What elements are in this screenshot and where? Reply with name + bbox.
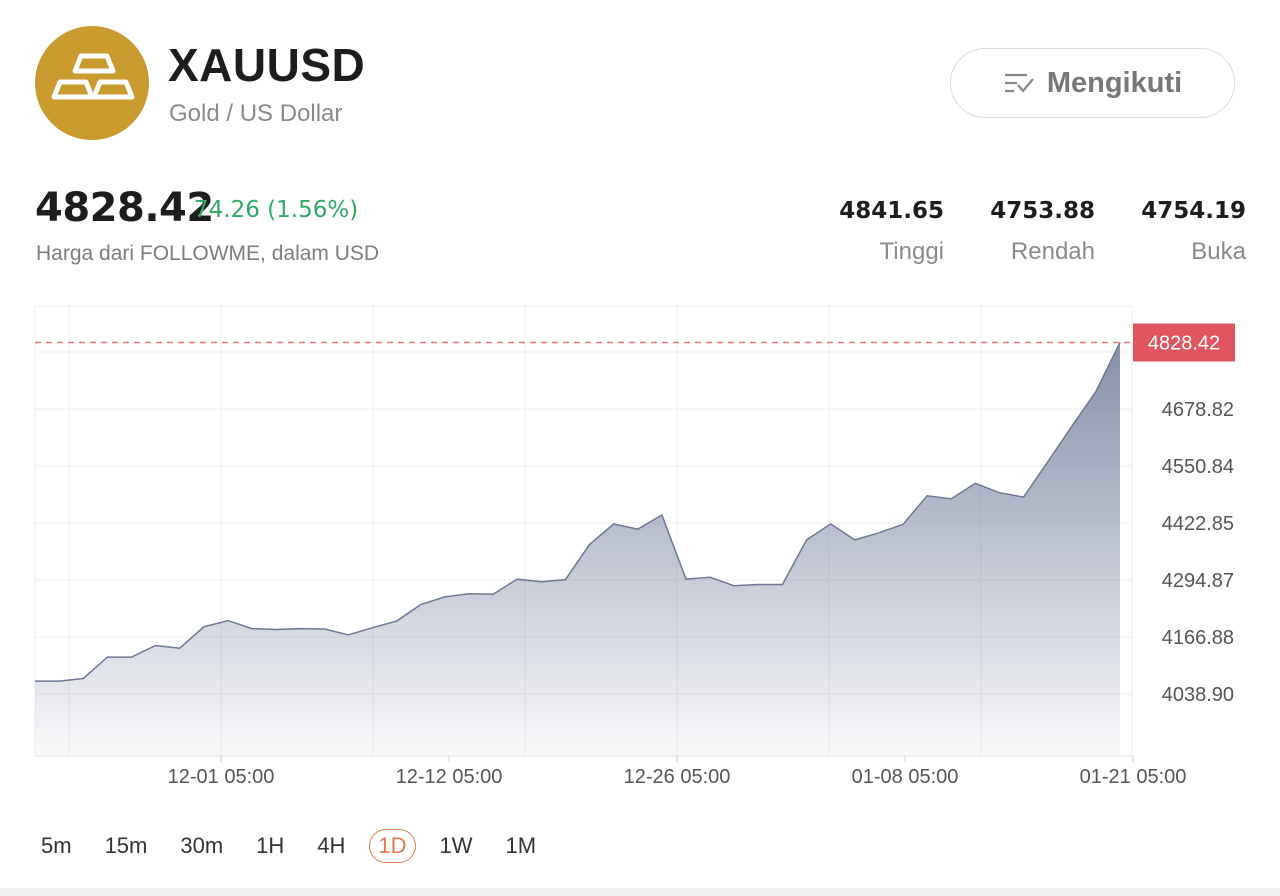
timeframe-4h[interactable]: 4H xyxy=(317,833,346,858)
stat-high-label: Tinggi xyxy=(879,238,944,265)
y-tick-label: 4038.90 xyxy=(1162,684,1234,706)
stat-low: 4753.88 Rendah xyxy=(990,198,1095,266)
stat-open: 4754.19 Buka xyxy=(1141,198,1246,266)
stat-high: 4841.65 Tinggi xyxy=(839,198,944,266)
price-change: 74.26 (1.56%) xyxy=(194,197,359,223)
x-tick-label: 01-21 05:00 xyxy=(1080,766,1187,788)
instrument-symbol: XAUUSD xyxy=(168,39,366,91)
timeframe-5m[interactable]: 5m xyxy=(41,833,72,858)
current-price: 4828.42 xyxy=(35,185,214,231)
last-price-badge xyxy=(1133,323,1235,362)
series-line xyxy=(35,342,1121,682)
timeframe-1m[interactable]: 1M xyxy=(505,833,537,858)
stat-high-value: 4841.65 xyxy=(839,198,944,224)
gold-logo xyxy=(35,26,149,140)
y-tick-label: 4294.87 xyxy=(1162,570,1234,592)
gold-bars-icon xyxy=(51,53,135,100)
bottom-bar xyxy=(0,888,1280,896)
timeframe-selector: 5m 15m 30m 1H 4H 1D 1W 1M xyxy=(32,826,560,866)
x-tick-label: 12-01 05:00 xyxy=(168,766,275,788)
follow-button-label: Mengikuti xyxy=(1046,66,1183,99)
price-source: Harga dari FOLLOWME, dalam USD xyxy=(36,242,380,265)
timeframe-1h[interactable]: 1H xyxy=(256,833,285,858)
x-tick-label: 12-26 05:00 xyxy=(624,766,731,788)
timeframe-30m[interactable]: 30m xyxy=(180,833,224,858)
instrument-fullname: Gold / US Dollar xyxy=(169,100,343,127)
y-tick-label: 4166.88 xyxy=(1162,627,1234,649)
stat-open-label: Buka xyxy=(1191,238,1246,265)
series-area xyxy=(35,342,1120,756)
timeframe-1d[interactable]: 1D xyxy=(369,829,416,863)
price-chart[interactable]: 4828.42 4038.90 4166.88 4294.87 4422.85 4550… xyxy=(0,290,1280,800)
timeframe-1w[interactable]: 1W xyxy=(439,833,473,858)
y-tick-label: 4422.85 xyxy=(1162,513,1234,535)
last-price-label: 4828.42 xyxy=(1148,333,1220,355)
timeframe-15m[interactable]: 15m xyxy=(104,833,148,858)
y-tick-label: 4550.84 xyxy=(1162,456,1234,478)
x-tick-label: 01-08 05:00 xyxy=(852,766,959,788)
y-tick-label: 4678.82 xyxy=(1162,399,1234,421)
x-tick-label: 12-12 05:00 xyxy=(396,766,503,788)
follow-button[interactable]: Mengikuti xyxy=(950,48,1235,118)
stat-open-value: 4754.19 xyxy=(1141,198,1246,224)
stat-low-label: Rendah xyxy=(1010,238,1095,265)
stat-low-value: 4753.88 xyxy=(990,198,1095,224)
list-check-icon xyxy=(1004,73,1034,93)
